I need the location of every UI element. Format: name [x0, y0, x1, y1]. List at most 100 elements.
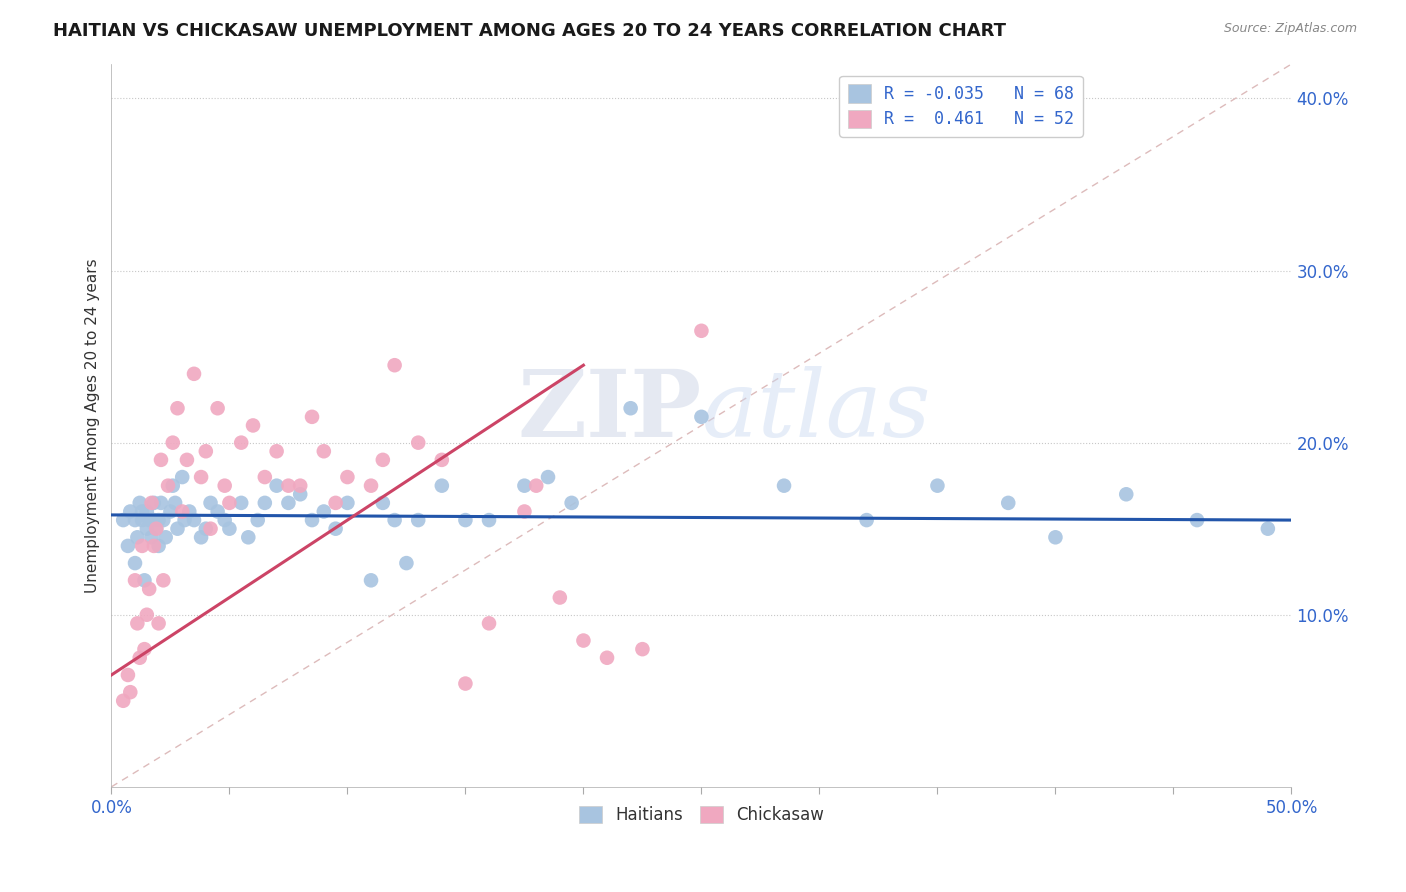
Point	[360, 478, 382, 492]
Point	[561, 496, 583, 510]
Point	[134, 642, 156, 657]
Point	[290, 487, 312, 501]
Point	[312, 504, 335, 518]
Point	[166, 522, 188, 536]
Point	[238, 530, 260, 544]
Point	[190, 530, 212, 544]
Point	[218, 522, 240, 536]
Point	[360, 574, 382, 588]
Point	[162, 435, 184, 450]
Point	[207, 504, 229, 518]
Point	[173, 513, 195, 527]
Point	[266, 478, 288, 492]
Point	[384, 513, 406, 527]
Point	[142, 496, 165, 510]
Point	[142, 513, 165, 527]
Point	[138, 513, 160, 527]
Point	[145, 522, 167, 536]
Point	[172, 470, 194, 484]
Point	[537, 470, 560, 484]
Point	[124, 556, 146, 570]
Point	[145, 522, 167, 536]
Point	[135, 504, 157, 518]
Point	[149, 496, 172, 510]
Point	[231, 435, 253, 450]
Point	[162, 478, 184, 492]
Point	[149, 453, 172, 467]
Point	[301, 409, 323, 424]
Point	[176, 453, 198, 467]
Point	[406, 435, 429, 450]
Point	[384, 358, 406, 372]
Point	[131, 539, 153, 553]
Point	[194, 444, 217, 458]
Point	[135, 607, 157, 622]
Point	[166, 401, 188, 416]
Point	[120, 504, 142, 518]
Point	[266, 444, 288, 458]
Point	[207, 401, 229, 416]
Point	[371, 453, 394, 467]
Point	[183, 367, 205, 381]
Point	[690, 324, 713, 338]
Point	[620, 401, 643, 416]
Point	[190, 470, 212, 484]
Point	[478, 513, 501, 527]
Point	[1257, 522, 1279, 536]
Legend: Haitians, Chickasaw: Haitians, Chickasaw	[572, 799, 831, 830]
Point	[172, 504, 194, 518]
Point	[152, 574, 174, 588]
Point	[231, 496, 253, 510]
Point	[336, 470, 359, 484]
Point	[127, 616, 149, 631]
Point	[124, 513, 146, 527]
Point	[131, 513, 153, 527]
Point	[430, 453, 453, 467]
Point	[855, 513, 877, 527]
Point	[478, 616, 501, 631]
Point	[157, 478, 180, 492]
Point	[200, 522, 222, 536]
Point	[325, 522, 347, 536]
Point	[128, 650, 150, 665]
Point	[112, 513, 135, 527]
Point	[513, 504, 536, 518]
Point	[596, 650, 619, 665]
Point	[141, 530, 163, 544]
Point	[246, 513, 269, 527]
Point	[997, 496, 1019, 510]
Point	[631, 642, 654, 657]
Point	[135, 522, 157, 536]
Point	[117, 668, 139, 682]
Point	[454, 676, 477, 690]
Point	[395, 556, 418, 570]
Point	[406, 513, 429, 527]
Point	[1045, 530, 1067, 544]
Point	[218, 496, 240, 510]
Point	[141, 496, 163, 510]
Point	[214, 513, 236, 527]
Y-axis label: Unemployment Among Ages 20 to 24 years: Unemployment Among Ages 20 to 24 years	[86, 258, 100, 593]
Point	[142, 539, 165, 553]
Point	[194, 522, 217, 536]
Point	[148, 513, 170, 527]
Point	[325, 496, 347, 510]
Point	[117, 539, 139, 553]
Point	[152, 513, 174, 527]
Point	[290, 478, 312, 492]
Point	[155, 530, 177, 544]
Text: Source: ZipAtlas.com: Source: ZipAtlas.com	[1223, 22, 1357, 36]
Point	[548, 591, 571, 605]
Point	[138, 582, 160, 596]
Text: ZIP: ZIP	[517, 366, 702, 456]
Text: atlas: atlas	[702, 366, 931, 456]
Point	[148, 539, 170, 553]
Point	[165, 496, 187, 510]
Point	[253, 496, 276, 510]
Point	[927, 478, 949, 492]
Point	[454, 513, 477, 527]
Point	[312, 444, 335, 458]
Point	[214, 478, 236, 492]
Text: HAITIAN VS CHICKASAW UNEMPLOYMENT AMONG AGES 20 TO 24 YEARS CORRELATION CHART: HAITIAN VS CHICKASAW UNEMPLOYMENT AMONG …	[53, 22, 1007, 40]
Point	[277, 496, 299, 510]
